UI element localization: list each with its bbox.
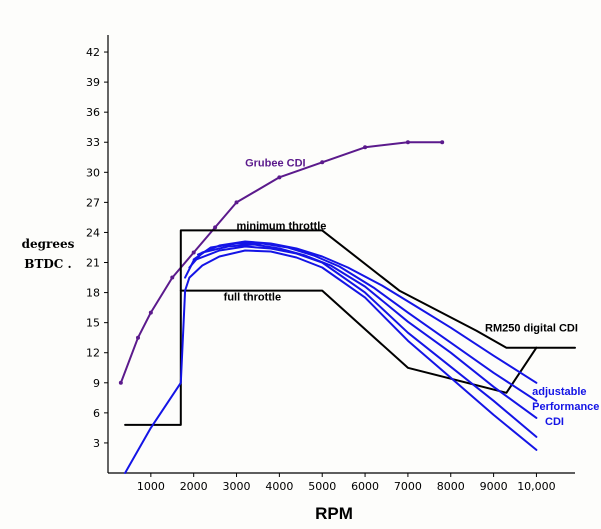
x-tick-label: 10,000 — [517, 480, 556, 493]
grubee-point — [440, 140, 445, 145]
y-tick-label: 30 — [86, 166, 100, 179]
y-tick-label: 6 — [93, 407, 100, 420]
grubee-point — [170, 275, 175, 280]
y-tick-label: 36 — [86, 106, 100, 119]
annotation-label: RM250 digital CDI — [485, 323, 578, 335]
y-tick-label: 3 — [93, 437, 100, 450]
annotation-label: full throttle — [224, 292, 281, 304]
series-line-adjustable-3 — [124, 249, 538, 474]
y-tick-label: 27 — [86, 196, 100, 209]
x-tick-label: 8000 — [437, 480, 465, 493]
grubee-point — [213, 225, 218, 230]
y-axis-title: BTDC . — [24, 257, 71, 271]
annotation-label: minimum throttle — [237, 220, 327, 232]
y-axis-title: degrees — [22, 237, 75, 251]
y-tick-label: 39 — [86, 76, 100, 89]
x-tick-label: 7000 — [394, 480, 422, 493]
y-tick-label: 15 — [86, 317, 100, 330]
grubee-point — [148, 310, 153, 315]
x-tick-label: 5000 — [308, 480, 336, 493]
series-line-adjustable-7 — [197, 240, 538, 384]
y-tick-label: 21 — [86, 257, 100, 270]
y-tick-label: 9 — [93, 377, 100, 390]
y-tick-label: 18 — [86, 287, 100, 300]
y-tick-label: 12 — [86, 347, 100, 360]
grubee-point — [135, 335, 140, 340]
grubee-point — [118, 380, 123, 385]
series-line-adjustable-5 — [188, 243, 538, 419]
x-tick-label: 3000 — [223, 480, 251, 493]
grubee-point — [234, 200, 239, 205]
x-tick-label: 1000 — [137, 480, 165, 493]
grubee-point — [277, 175, 282, 180]
y-tick-label: 33 — [86, 136, 100, 149]
annotation-label: Performance — [532, 401, 599, 413]
x-axis-title: RPM — [315, 504, 353, 523]
annotation-label: adjustable — [532, 386, 586, 398]
y-tick-label: 42 — [86, 46, 100, 59]
grubee-point — [405, 140, 410, 145]
x-tick-label: 2000 — [180, 480, 208, 493]
annotation-label: CDI — [545, 416, 564, 428]
x-tick-label: 6000 — [351, 480, 379, 493]
x-tick-label: 9000 — [480, 480, 508, 493]
y-tick-label: 24 — [86, 226, 100, 239]
annotation-label: Grubee CDI — [245, 157, 306, 169]
x-tick-label: 4000 — [265, 480, 293, 493]
series-line-stock-2 — [179, 289, 538, 394]
grubee-point — [320, 160, 325, 165]
series-line-grubee-0 — [119, 141, 444, 384]
grubee-point — [191, 250, 196, 255]
series-line-stock-1 — [124, 229, 576, 426]
grubee-point — [363, 145, 368, 150]
